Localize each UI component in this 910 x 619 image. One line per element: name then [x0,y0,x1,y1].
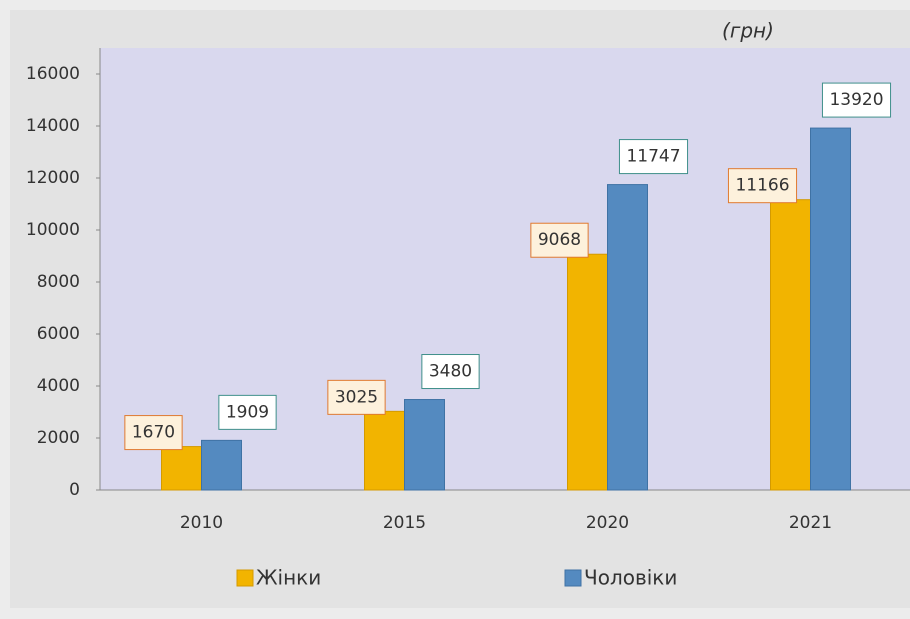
legend-label: Жінки [256,566,321,590]
bar [404,399,445,491]
x-tick-label: 2020 [586,513,629,533]
bar [161,446,202,491]
data-label-box [124,415,183,451]
y-tick-label: 12000 [26,168,80,188]
data-label-box [821,82,892,118]
x-tick-label: 2010 [180,513,223,533]
bar [201,439,242,491]
legend-swatch [564,569,582,587]
y-tick-label: 10000 [26,220,80,240]
y-tick-label: 0 [69,480,80,500]
data-label-box [327,379,386,415]
y-tick-label: 14000 [26,116,80,136]
bar [770,199,811,491]
data-label: 13920 [829,90,883,110]
data-label-box [218,394,277,430]
data-label-box [618,139,689,175]
x-tick-label: 2015 [383,513,426,533]
data-label: 11166 [735,176,789,196]
data-label: 9068 [538,230,581,250]
y-tick-label: 2000 [37,428,80,448]
data-label-box [421,354,480,390]
chart-title: (грн) [722,19,774,43]
y-tick-label: 16000 [26,64,80,84]
data-label-box [727,168,798,204]
bar [810,127,851,491]
data-label: 1909 [226,402,269,422]
data-label-box [530,222,589,258]
data-label: 1670 [132,423,175,443]
y-tick-label: 8000 [37,272,80,292]
data-label: 11747 [626,147,680,167]
bar [364,410,405,491]
bar [567,253,608,491]
data-label: 3025 [335,387,378,407]
y-tick-label: 6000 [37,324,80,344]
legend-label: Чоловіки [584,566,677,590]
bar [607,184,648,491]
y-tick-label: 4000 [37,376,80,396]
x-tick-label: 2021 [789,513,832,533]
data-label: 3480 [429,362,472,382]
legend-swatch [236,569,254,587]
